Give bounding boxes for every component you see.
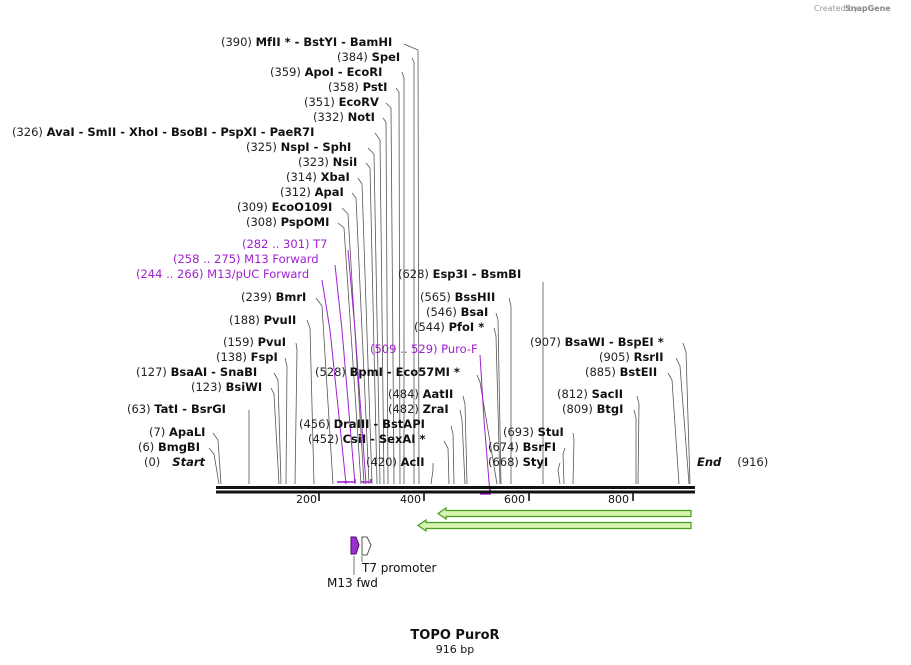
orf-arrow-2[interactable] [416,518,692,533]
enzyme-label[interactable]: (484) AatII [388,387,453,401]
start-label: (0) Start [144,455,206,469]
map-title: TOPO PuroR [410,628,499,643]
enzyme-label[interactable]: (123) BsiWI [191,380,262,394]
enzyme-label[interactable]: (628) Esp3I - BsmBI [398,267,521,281]
enzyme-label[interactable]: (138) FspI [216,350,278,364]
enzyme-label[interactable]: (358) PstI [328,80,387,94]
enzyme-label[interactable]: (907) BsaWI - BspEI * [530,335,664,349]
primer-label-puro-f[interactable]: (509 .. 529) Puro-F [370,342,478,356]
enzyme-label[interactable]: (332) NotI [313,110,375,124]
enzyme-label[interactable]: (159) PvuI [223,335,286,349]
primer-label-t7[interactable]: (282 .. 301) T7 [242,237,328,251]
enzyme-label[interactable]: (885) BstEII [585,365,657,379]
map-length: 916 bp [436,643,474,656]
enzyme-label[interactable]: (325) NspI - SphI [246,140,351,154]
tick-label-600: 600 [504,493,525,506]
enzyme-label[interactable]: (544) PfoI * [414,320,484,334]
enzyme-label[interactable]: (456) DraIII - BstAPI [299,417,425,431]
enzyme-label[interactable]: (63) TatI - BsrGI [127,402,226,416]
enzyme-label[interactable]: (6) BmgBI [138,440,200,454]
enzyme-labels: (390) MfII * - BstYI - BamHI (384) SpeI … [12,35,664,469]
enzyme-label[interactable]: (7) ApaLI [149,425,205,439]
enzyme-label[interactable]: (188) PvuII [229,313,296,327]
enzyme-label[interactable]: (323) NsiI [298,155,357,169]
tick-label-200: 200 [296,493,317,506]
enzyme-label[interactable]: (674) BsrFI [488,440,556,454]
enzyme-label[interactable]: (693) StuI [503,425,564,439]
m13-fwd-label: M13 fwd [327,576,378,590]
orf-arrow-1[interactable] [436,506,692,521]
enzyme-label[interactable]: (314) XbaI [286,170,350,184]
enzyme-label[interactable]: (482) ZraI [388,402,449,416]
backbone-bottom-strand [216,490,695,494]
enzyme-label[interactable]: (308) PspOMI [246,215,329,229]
enzyme-label[interactable]: (668) StyI [488,455,548,469]
enzyme-label[interactable]: (809) BtgI [562,402,623,416]
primer-arrows [337,479,491,495]
enzyme-label[interactable]: (312) ApaI [280,185,344,199]
enzyme-label[interactable]: (309) EcoO109I [237,200,332,214]
primer-label-m13-forward[interactable]: (258 .. 275) M13 Forward [173,252,319,266]
enzyme-label[interactable]: (326) AvaI - SmII - XhoI - BsoBI - PspXI… [12,125,314,139]
snapgene-brand: SnapGene [845,4,891,13]
enzyme-label[interactable]: (384) SpeI [337,50,400,64]
backbone-top-strand [216,486,695,489]
primer-label-m13-puc-forward[interactable]: (244 .. 266) M13/pUC Forward [136,267,309,281]
tick-label-800: 800 [608,493,629,506]
end-label: End (916) [697,455,768,469]
enzyme-label[interactable]: (546) BsaI [426,305,488,319]
enzyme-label[interactable]: (359) ApoI - EcoRI [270,65,382,79]
leader-lines [208,43,691,485]
enzyme-label[interactable]: (528) BpmI - Eco57MI * [315,365,460,379]
t7-promoter-label: T7 promoter [361,561,437,575]
enzyme-label[interactable]: (127) BsaAI - SnaBI [136,365,257,379]
enzyme-label[interactable]: (420) AclI [366,455,425,469]
axis-ticks [318,493,634,501]
m13-fwd-feature[interactable] [350,536,360,555]
tick-label-400: 400 [400,493,421,506]
enzyme-label[interactable]: (239) BmrI [241,290,306,304]
enzyme-label[interactable]: (390) MfII * - BstYI - BamHI [221,35,392,49]
enzyme-label[interactable]: (452) CsiI - SexAI * [308,432,426,446]
primer-labels: (282 .. 301) T7 (258 .. 275) M13 Forward… [136,237,478,356]
created-by-text: Created by [814,4,858,13]
enzyme-label[interactable]: (565) BssHII [420,290,495,304]
primer-leaders [321,249,491,495]
enzyme-label[interactable]: (351) EcoRV [304,95,379,109]
t7-promoter-feature[interactable] [361,536,372,556]
enzyme-label[interactable]: (905) RsrII [599,350,664,364]
enzyme-label[interactable]: (812) SacII [557,387,623,401]
